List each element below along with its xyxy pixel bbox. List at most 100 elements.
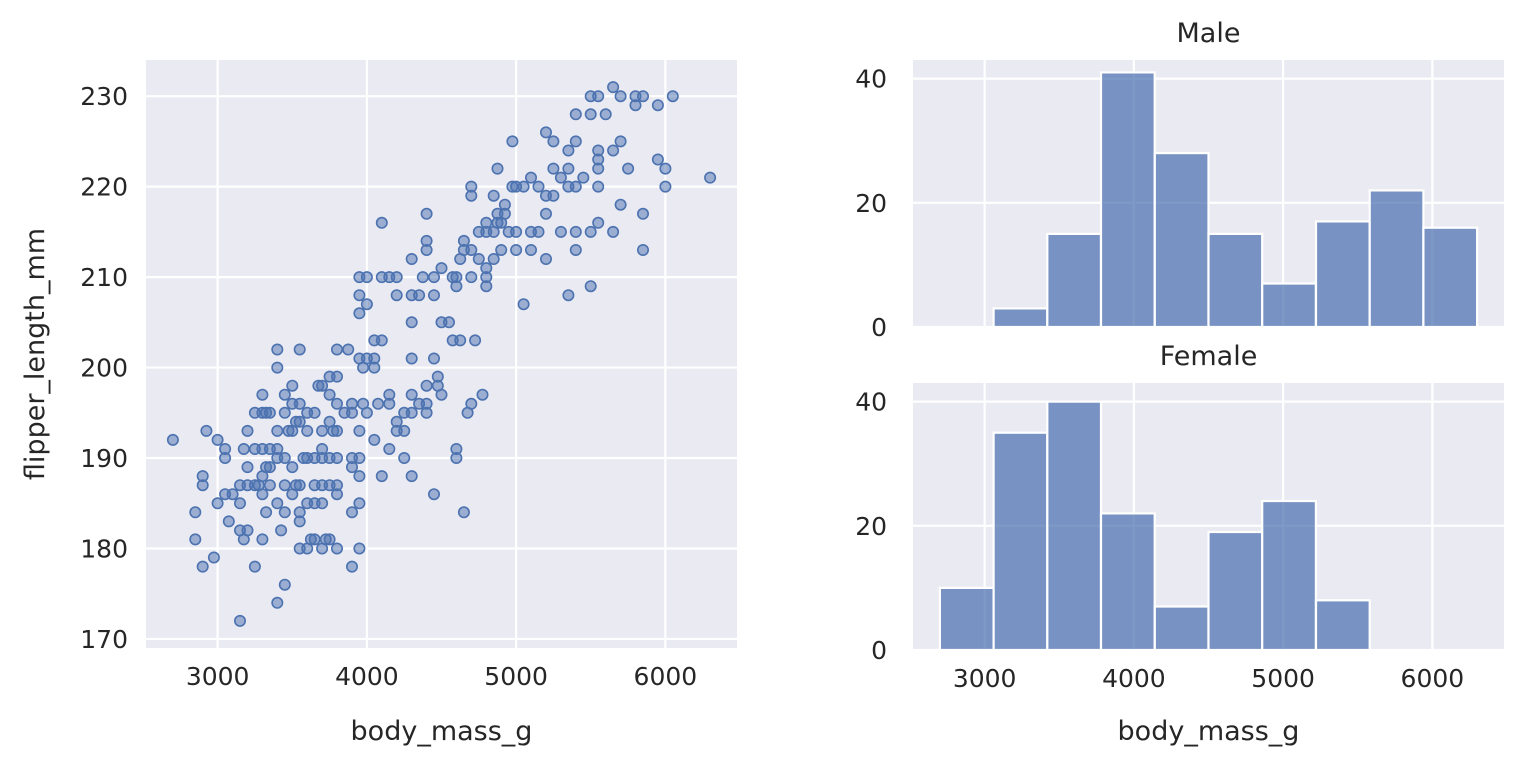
female-x-tick-label: 3000 <box>953 664 1017 693</box>
scatter-point <box>330 479 343 492</box>
scatter-point <box>293 479 306 492</box>
scatter-point <box>278 506 291 519</box>
scatter-point <box>345 560 358 573</box>
scatter-point <box>569 225 582 238</box>
male-histogram-panel: Male 0 20 40 <box>855 18 1504 342</box>
scatter-point <box>211 497 224 510</box>
male-y-tick-label: 20 <box>855 189 887 218</box>
scatter-gridlines <box>146 60 737 648</box>
scatter-point <box>241 424 254 437</box>
scatter-y-tick-label: 170 <box>80 625 128 654</box>
scatter-point <box>353 289 366 302</box>
scatter-point <box>316 379 329 392</box>
scatter-point <box>416 271 429 284</box>
scatter-point <box>390 271 403 284</box>
scatter-point <box>427 289 440 302</box>
scatter-point <box>200 424 213 437</box>
scatter-point <box>524 171 537 184</box>
female-panel-title: Female <box>1160 341 1258 372</box>
scatter-x-axis-label: body_mass_g <box>351 716 533 747</box>
scatter-point <box>420 397 433 410</box>
scatter-point <box>353 451 366 464</box>
scatter-point <box>293 343 306 356</box>
female-bars <box>938 400 1371 652</box>
scatter-point <box>375 470 388 483</box>
female-histogram-panel: Female 0 20 40 3000 4000 5000 6000 body_mass_… <box>855 341 1504 747</box>
female-bar <box>1207 530 1264 652</box>
scatter-point <box>405 470 418 483</box>
scatter-point <box>278 406 291 419</box>
female-bar <box>1046 400 1103 652</box>
male-bar <box>1099 71 1156 329</box>
male-panel-title: Male <box>1177 18 1241 49</box>
scatter-point <box>487 189 500 202</box>
scatter-point <box>636 207 649 220</box>
male-bar <box>1046 232 1103 329</box>
female-y-tick-label: 0 <box>871 636 887 665</box>
scatter-point <box>293 415 306 428</box>
scatter-point <box>234 497 247 510</box>
scatter-point <box>383 388 396 401</box>
scatter-point <box>189 506 202 519</box>
scatter-point <box>450 271 463 284</box>
scatter-point <box>554 225 567 238</box>
scatter-point <box>256 388 269 401</box>
female-x-tick-label: 5000 <box>1251 664 1315 693</box>
scatter-point <box>222 515 235 528</box>
scatter-point <box>480 216 493 229</box>
male-bar <box>1368 189 1425 329</box>
scatter-point <box>330 451 343 464</box>
male-bar <box>1261 282 1317 329</box>
scatter-point <box>166 433 179 446</box>
scatter-point <box>256 533 269 546</box>
scatter-point <box>286 379 299 392</box>
male-bar <box>992 307 1049 329</box>
scatter-point <box>263 461 276 474</box>
scatter-y-tick-label: 210 <box>80 263 128 292</box>
male-bar <box>1153 152 1210 329</box>
scatter-y-tick-label: 180 <box>80 534 128 563</box>
scatter-y-tick-label: 220 <box>80 173 128 202</box>
female-bar <box>938 586 995 652</box>
scatter-point <box>219 442 232 455</box>
female-bar <box>1314 599 1371 652</box>
scatter-point <box>316 497 329 510</box>
scatter-point <box>353 542 366 555</box>
scatter-y-axis-label: flipper_length_mm <box>20 228 51 480</box>
scatter-point <box>271 497 284 510</box>
scatter-point <box>207 551 220 564</box>
scatter-point <box>554 171 567 184</box>
male-bar <box>1314 220 1371 329</box>
scatter-point <box>260 506 273 519</box>
scatter-point <box>275 524 288 537</box>
scatter-point <box>435 388 448 401</box>
scatter-point <box>651 153 664 166</box>
scatter-x-tick-label: 3000 <box>186 662 250 691</box>
scatter-point <box>465 180 478 193</box>
scatter-point <box>435 262 448 275</box>
scatter-point <box>375 216 388 229</box>
scatter-point <box>532 225 545 238</box>
scatter-point <box>636 90 649 103</box>
scatter-point <box>360 271 373 284</box>
scatter-point <box>457 506 470 519</box>
scatter-y-tick-label: 230 <box>80 82 128 111</box>
scatter-point <box>454 334 467 347</box>
scatter-x-tick-labels: 3000 4000 5000 6000 <box>186 662 697 691</box>
scatter-point <box>666 90 679 103</box>
male-y-tick-label: 40 <box>855 65 887 94</box>
scatter-point <box>450 442 463 455</box>
scatter-x-tick-label: 5000 <box>484 662 548 691</box>
female-x-tick-label: 6000 <box>1401 664 1465 693</box>
scatter-point <box>506 135 519 148</box>
scatter-point <box>584 108 597 121</box>
scatter-panel: 3000 4000 5000 6000 170 180 190 200 210 220 230 b… <box>20 60 737 747</box>
scatter-y-tick-label: 190 <box>80 444 128 473</box>
scatter-point <box>241 524 254 537</box>
scatter-point <box>413 289 426 302</box>
scatter-point <box>539 207 552 220</box>
scatter-point <box>368 352 381 365</box>
scatter-point <box>256 488 269 501</box>
scatter-point <box>476 388 489 401</box>
scatter-point <box>659 180 672 193</box>
